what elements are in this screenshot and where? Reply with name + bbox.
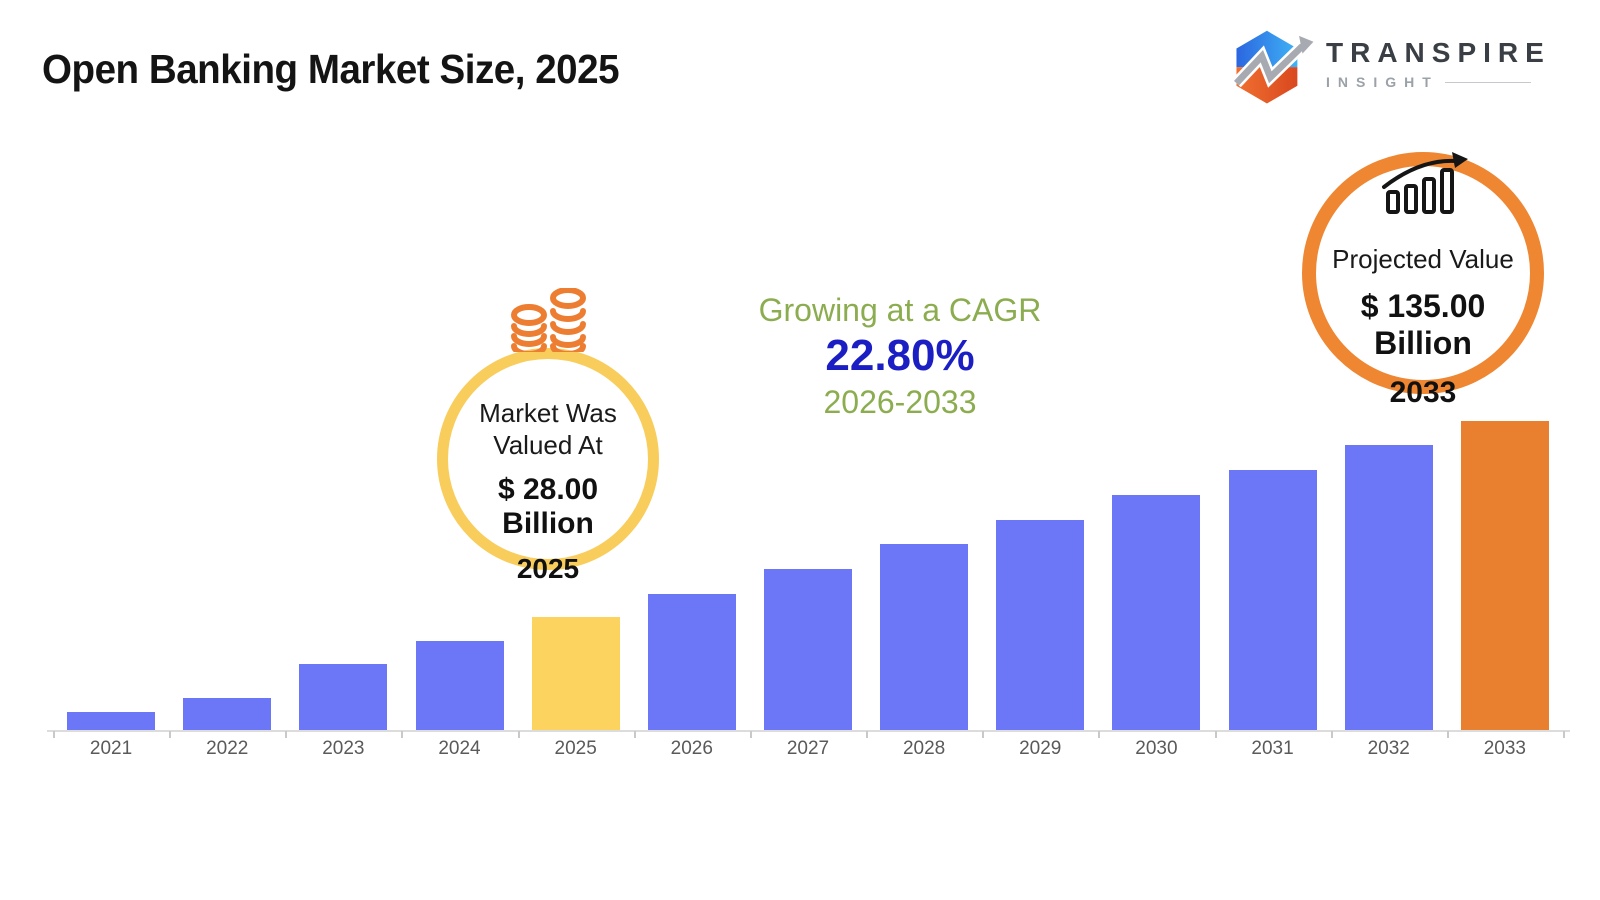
- x-axis-tick: [1446, 731, 1449, 738]
- brand-tagline-row: INSIGHT: [1326, 74, 1551, 90]
- bar-2029: [996, 520, 1085, 730]
- bar-2026: [647, 594, 736, 730]
- x-label-2030: 2030: [1135, 738, 1178, 759]
- cagr-value: 22.80%: [825, 331, 975, 380]
- x-label-2028: 2028: [902, 738, 946, 759]
- x-axis-tick: [749, 731, 752, 738]
- callout-2025-line1: Market Was: [479, 398, 617, 428]
- bar-2027: [763, 569, 852, 730]
- callout-2033-label: Projected Value: [1332, 244, 1514, 274]
- cagr-caption: Growing at a CAGR: [758, 292, 1042, 328]
- x-axis-tick: [1098, 731, 1101, 738]
- cagr-block: Growing at a CAGR 22.80% 2026-2033: [700, 292, 1100, 420]
- x-axis-tick: [169, 731, 172, 738]
- x-axis-tick: [285, 731, 288, 738]
- bar-2023: [299, 664, 388, 730]
- x-label-2032: 2032: [1367, 738, 1410, 759]
- x-axis-tick: [866, 731, 869, 738]
- callout-2025-value: $ 28.00 Billion: [497, 473, 599, 540]
- callout-2033-value: $ 135.00 Billion: [1360, 288, 1486, 361]
- x-axis-tick: [401, 731, 404, 738]
- x-axis-tick: [1562, 731, 1565, 738]
- bar-2032: [1344, 445, 1433, 730]
- x-label-2031: 2031: [1251, 738, 1294, 759]
- x-label-2023: 2023: [322, 738, 365, 759]
- bar-2031: [1228, 470, 1317, 730]
- x-axis-tick: [982, 731, 985, 738]
- x-axis-line: [47, 730, 1570, 732]
- x-label-2026: 2026: [670, 738, 713, 759]
- bar-2033: [1460, 421, 1549, 730]
- x-axis-tick: [517, 731, 520, 738]
- bar-2021: [67, 712, 156, 730]
- x-label-2022: 2022: [206, 738, 249, 759]
- callout-market-valued-2025: Market Was Valued At $ 28.00 Billion 202…: [437, 348, 659, 584]
- x-label-2029: 2029: [1019, 738, 1062, 759]
- x-axis-tick: [1214, 731, 1217, 738]
- x-label-2024: 2024: [438, 738, 481, 759]
- cagr-period: 2026-2033: [823, 384, 977, 420]
- x-label-2027: 2027: [786, 738, 830, 759]
- x-label-2033: 2033: [1483, 738, 1526, 759]
- callout-2025-line2: Valued At: [493, 430, 603, 460]
- bar-2025: [531, 617, 620, 730]
- brand-logo-hexagon-arrow-icon: [1232, 30, 1314, 104]
- x-axis-tick: [633, 731, 636, 738]
- bar-2028: [880, 544, 969, 730]
- bar-2024: [415, 641, 504, 730]
- x-label-2025: 2025: [554, 738, 597, 759]
- tagline-rule: [1444, 81, 1531, 83]
- callout-2033-year: 2033: [1389, 376, 1457, 409]
- brand-logo: TRANSPIRE INSIGHT: [1228, 26, 1551, 110]
- brand-name: TRANSPIRE: [1326, 37, 1551, 68]
- brand-logo-text: TRANSPIRE INSIGHT: [1326, 26, 1551, 91]
- bar-2030: [1112, 495, 1201, 730]
- coins-icon: [511, 288, 586, 352]
- x-label-2021: 2021: [89, 738, 133, 759]
- x-axis-tick: [53, 731, 55, 738]
- bar-2022: [183, 698, 272, 730]
- page-title: Open Banking Market Size, 2025: [42, 46, 620, 92]
- growth-chart-icon: [1382, 152, 1468, 214]
- x-axis-tick: [1330, 731, 1333, 738]
- callout-2025-year: 2025: [516, 553, 580, 584]
- brand-tagline: INSIGHT: [1326, 74, 1439, 90]
